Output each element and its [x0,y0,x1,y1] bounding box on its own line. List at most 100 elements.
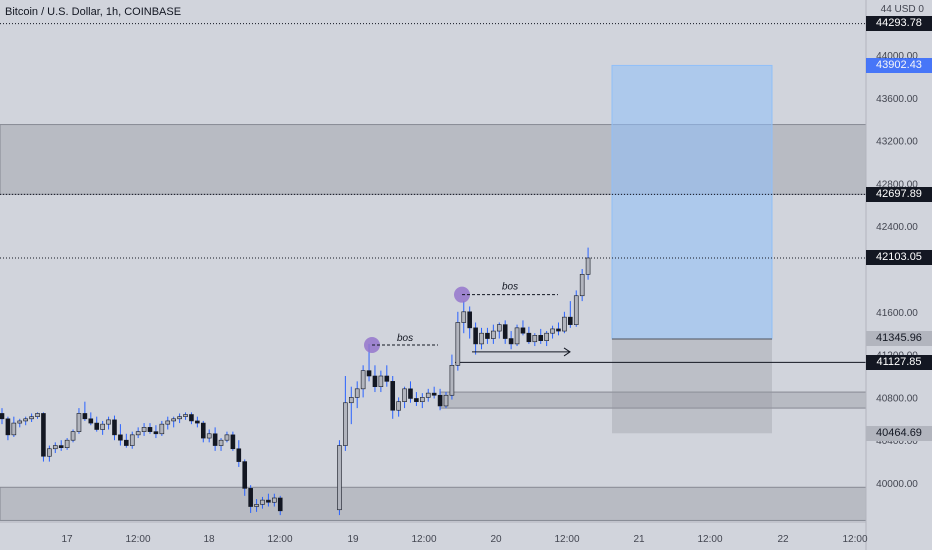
bos-label: bos [502,282,518,293]
candle-body [124,439,129,446]
candle-body [479,332,484,345]
candle-body [70,431,76,441]
time-tick-label: 21 [633,534,645,545]
candle-body [378,375,384,387]
price-tick-label: 43200.00 [876,137,918,148]
candle-body [218,439,224,446]
candle-body [402,388,407,402]
candle-body [473,327,478,345]
price-tick-label: 43600.00 [876,94,918,105]
long-position-target [611,64,773,340]
price-label: 40464.69 [866,425,932,441]
candle-body [82,413,88,420]
candle-body [455,322,461,366]
candle-body [354,388,360,398]
candle-body [544,332,549,341]
chart-title: Bitcoin / U.S. Dollar, 1h, COINBASE [5,6,182,18]
time-tick-label: 12:00 [554,534,579,545]
candle-body [266,499,271,503]
bos-label: bos [397,333,413,344]
time-tick-label: 12:00 [267,534,292,545]
price-tick-label: 40000.00 [876,479,918,490]
candle-body [248,488,253,507]
candle-body [502,324,508,339]
price-tick-label: 44000.00 [876,51,918,62]
price-label: 41345.96 [866,331,932,347]
time-tick-label: 19 [347,534,359,545]
candle-body [177,416,182,420]
candle-body [147,427,153,432]
candle-body [514,327,520,345]
candle-body [272,497,277,503]
candle-body [254,504,259,507]
candle-body [230,434,236,450]
candle-body [88,418,94,424]
candle-body [141,427,147,432]
price-tick-label: 42800.00 [876,179,918,190]
candle-body [135,431,141,436]
candle-body [153,431,159,435]
candle-body [58,445,64,448]
price-axis-unit: 44 USD 0 [880,4,924,15]
candle-body [35,413,40,417]
candle-body [573,295,579,325]
candle-body [449,364,455,396]
time-tick-label: 12:00 [411,534,436,545]
candle-body [5,418,11,436]
candle-body [461,311,467,323]
candle-body [11,422,17,436]
candle-body [195,420,200,424]
candle-body [112,419,117,436]
arrow-head [563,347,571,357]
candle-body [171,418,176,422]
candle-body [165,420,171,425]
candle-body [585,257,591,275]
price-label: 42697.89 [866,186,932,202]
price-tick-label: 40400.00 [876,436,918,447]
candle-body [206,433,212,439]
price-label: 44293.78 [866,16,932,32]
candle-body [408,388,413,399]
candle-body [183,414,188,417]
candle-body [420,397,425,402]
candle-body [538,335,544,341]
candle-body [260,499,265,505]
candle-body [508,338,514,345]
candle-body [337,445,342,511]
candle-body [23,418,28,422]
candle-body [159,423,165,435]
price-label: 43902.43 [866,57,932,73]
candle-body [550,328,555,334]
time-tick-label: 12:00 [125,534,150,545]
price-label: 41127.85 [866,354,932,370]
candle-body [200,422,206,439]
zone-box [0,486,867,521]
price-tick-label: 42400.00 [876,222,918,233]
candle-body [443,394,449,407]
candle-body [118,434,123,441]
candle-body [0,413,5,420]
candle-body [100,423,105,430]
candle-body [372,375,378,387]
candle-body [396,401,401,411]
candle-body [52,445,58,450]
price-label: 42103.05 [866,250,932,266]
time-tick-label: 12:00 [697,534,722,545]
candle-body [579,274,585,297]
candle-body [562,316,567,332]
candle-body [556,328,561,332]
price-tick-label: 41600.00 [876,308,918,319]
candle-body [520,327,526,334]
candle-body [242,461,248,489]
candle-body [348,397,354,404]
price-tick-label: 40800.00 [876,393,918,404]
candle-body [437,394,443,407]
candle-body [390,381,396,411]
time-tick-label: 17 [61,534,73,545]
candle-body [568,316,573,325]
candle-body [414,398,419,402]
candle-body [29,416,34,420]
candle-body [485,332,490,339]
